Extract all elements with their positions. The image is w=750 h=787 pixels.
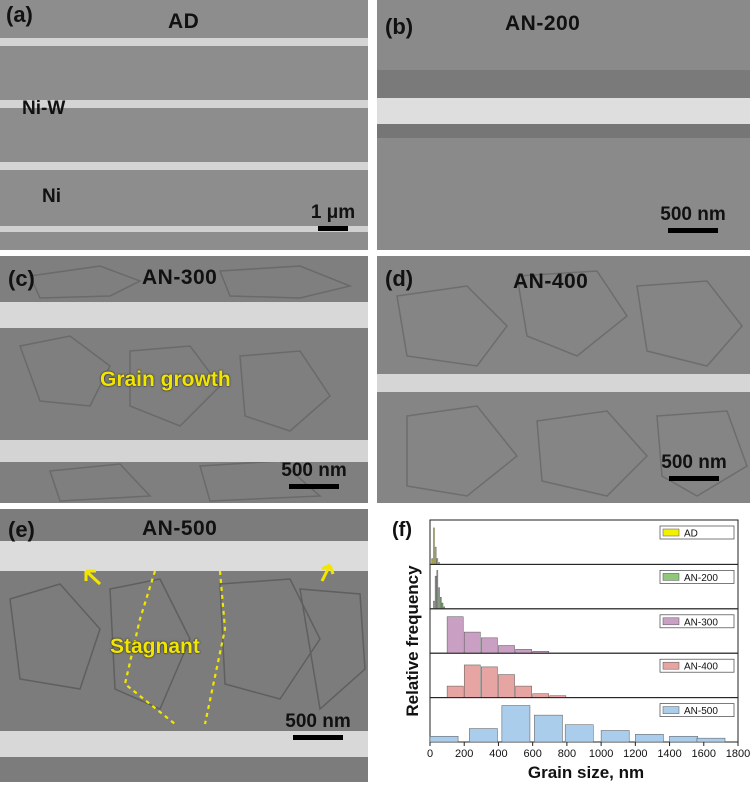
x-tick-label: 1400 [657, 748, 681, 760]
x-tick-label: 800 [558, 748, 576, 760]
histogram-bar [463, 631, 481, 654]
histogram-bar [481, 666, 498, 698]
histogram-bar [440, 597, 442, 610]
ni-w-layer [377, 98, 750, 124]
legend-label: AN-500 [684, 706, 718, 717]
x-tick-label: 600 [523, 748, 541, 760]
histogram-bar [433, 527, 435, 565]
grain-growth-annotation: Grain growth [100, 368, 231, 391]
histogram-bar [429, 735, 459, 743]
legend-label: AN-200 [684, 573, 718, 584]
histogram-bar [515, 685, 532, 698]
scale-bar-b: 500 nm [639, 204, 747, 233]
histogram-svg: (f) Relative frequency Grain size, nm AD… [392, 519, 750, 782]
histogram-bar [438, 587, 440, 610]
legend-swatch [662, 617, 680, 626]
sem-panel-e: (e) AN-500 Stagnant 500 nm [0, 509, 368, 782]
x-tick-label: 200 [455, 748, 473, 760]
histogram-bar [441, 602, 444, 610]
sem-panel-b: (b) AN-200 500 nm [377, 0, 750, 250]
x-tick-label: 1000 [589, 748, 613, 760]
legend-label: AN-300 [684, 617, 718, 628]
panel-title-a: AD [168, 10, 200, 33]
sem-panel-c: (c) AN-300 Grain growth 500 nm [0, 256, 368, 503]
histogram-bar [515, 649, 532, 654]
stagnant-annotation: Stagnant [110, 635, 200, 658]
histogram-bar [446, 685, 464, 698]
histogram-bar [431, 558, 433, 565]
scale-bar-e: 500 nm [268, 711, 368, 740]
ni-w-layer [0, 162, 368, 170]
x-tick-label: 1800 [726, 748, 750, 760]
sem-panel-a: (a) AD Ni-W Ni 1 μm [0, 0, 368, 250]
y-axis-label: Relative frequency [403, 565, 422, 717]
x-tick-label: 400 [489, 748, 507, 760]
scale-bar-a: 1 μm [300, 202, 366, 231]
arrow-icon [84, 569, 102, 586]
histogram-bar [600, 730, 630, 743]
x-axis-label: Grain size, nm [528, 763, 644, 782]
sem-image-a [0, 0, 368, 250]
histogram-bar [534, 714, 563, 743]
histogram-bar [498, 674, 515, 698]
legend-label: AD [684, 529, 698, 540]
histogram-bar [501, 705, 531, 743]
legend-label: AN-400 [684, 662, 718, 673]
histogram-bar [436, 570, 439, 610]
ni-w-layer [0, 100, 368, 108]
panel-label-c: (c) [8, 266, 35, 291]
histogram-bar [498, 645, 515, 654]
histogram-bar [669, 735, 698, 743]
ni-w-layer [0, 38, 368, 46]
legend-swatch [662, 573, 680, 581]
stagnant-grain-outline [123, 570, 227, 725]
histogram-bar [434, 546, 437, 565]
histogram-bar [436, 558, 439, 565]
panel-title-e: AN-500 [142, 517, 218, 540]
sem-panel-d: (d) AN-400 500 nm [377, 256, 750, 503]
panel-title-d: AN-400 [513, 270, 589, 293]
layer-label-ni: Ni [42, 186, 61, 207]
scale-bar-d: 500 nm [641, 452, 747, 481]
histogram-bar [696, 737, 726, 743]
histogram-bar [532, 693, 550, 698]
legend-swatch [662, 528, 680, 537]
ni-w-layer [0, 226, 368, 232]
histogram-bar [469, 728, 498, 743]
histogram-bar [564, 724, 594, 743]
arrow-icon [320, 563, 335, 582]
scale-bar-c: 500 nm [262, 460, 366, 489]
sem-image-c [0, 256, 368, 503]
histogram-bar [463, 664, 481, 698]
x-tick-label: 1600 [692, 748, 716, 760]
x-tick-label: 0 [427, 748, 433, 760]
ni-w-layer [0, 302, 368, 328]
layer-label-ni-w: Ni-W [22, 98, 66, 119]
ni-w-layer [0, 541, 368, 571]
sem-image-b [377, 0, 750, 250]
panel-label-a: (a) [6, 2, 33, 27]
histogram-bar [446, 616, 464, 654]
sem-image-d [377, 256, 750, 503]
panel-title-b: AN-200 [505, 12, 581, 35]
panel-label-d: (d) [385, 266, 414, 291]
legend-swatch [662, 661, 680, 670]
x-tick-label: 1200 [623, 748, 647, 760]
panel-label-b: (b) [385, 14, 414, 39]
panel-label-e: (e) [8, 517, 35, 542]
legend-swatch [662, 706, 680, 714]
histogram-bar [481, 637, 498, 654]
histogram-bar [433, 600, 435, 610]
ni-w-layer [377, 374, 750, 392]
panel-label-f: (f) [392, 519, 412, 541]
panel-title-c: AN-300 [142, 266, 218, 289]
ni-w-layer [0, 440, 368, 462]
histogram-bar [434, 575, 437, 610]
grain-size-histogram: (f) Relative frequency Grain size, nm AD… [378, 506, 750, 782]
histogram-bar [635, 734, 664, 743]
